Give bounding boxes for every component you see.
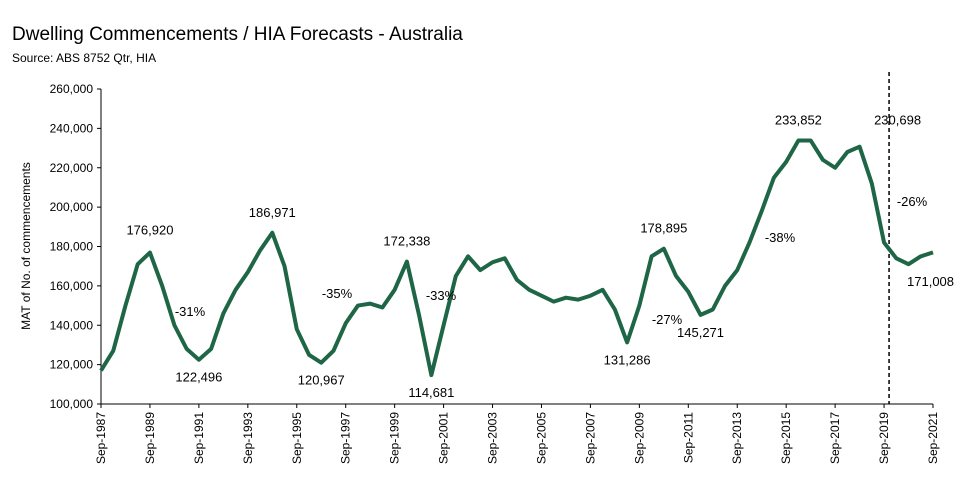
value-label: 230,698 xyxy=(874,113,921,128)
value-label: 131,286 xyxy=(604,352,651,367)
x-tick-label: Sep-2001 xyxy=(437,412,451,464)
y-tick-label: 120,000 xyxy=(50,358,94,372)
x-tick-label: Sep-2003 xyxy=(486,412,500,464)
annotation: -33% xyxy=(426,288,457,303)
annotation: -26% xyxy=(897,194,928,209)
value-label: 120,967 xyxy=(298,373,345,388)
value-label: 233,852 xyxy=(775,112,822,127)
value-label: 178,895 xyxy=(640,221,687,236)
x-tick-label: Sep-2019 xyxy=(877,412,891,464)
x-tick-label: Sep-2015 xyxy=(779,412,793,464)
x-tick-label: Sep-2017 xyxy=(828,412,842,464)
x-tick-label: Sep-1987 xyxy=(94,412,108,464)
x-tick-label: Sep-1995 xyxy=(290,412,304,464)
annotation: -31% xyxy=(175,304,206,319)
x-tick-label: Sep-1993 xyxy=(241,412,255,464)
value-label: 145,271 xyxy=(677,325,724,340)
value-label: 114,681 xyxy=(408,385,454,400)
annotation: -38% xyxy=(765,230,796,245)
value-label: 122,496 xyxy=(175,370,222,385)
value-label: 186,971 xyxy=(249,205,296,220)
x-tick-label: Sep-2005 xyxy=(534,412,548,464)
chart-title: Dwelling Commencements / HIA Forecasts -… xyxy=(12,24,463,45)
x-tick-label: Sep-1997 xyxy=(339,412,353,464)
line xyxy=(99,138,934,378)
x-tick-label: Sep-2007 xyxy=(583,412,597,464)
value-label: 176,920 xyxy=(126,223,173,238)
x-tick-label: Sep-2013 xyxy=(730,412,744,464)
annotation: -27% xyxy=(652,312,683,327)
y-tick-label: 200,000 xyxy=(50,200,94,214)
y-tick-label: 220,000 xyxy=(50,161,94,175)
x-tick-label: Sep-2011 xyxy=(681,412,695,463)
annotation: -35% xyxy=(322,286,353,301)
y-tick-label: 100,000 xyxy=(50,397,94,411)
x-tick-label: Sep-2021 xyxy=(926,412,940,464)
chart-subtitle: Source: ABS 8752 Qtr, HIA xyxy=(12,51,156,65)
y-axis-label: MAT of No. of commencements xyxy=(19,162,33,330)
x-tick-label: Sep-1989 xyxy=(143,412,157,464)
x-tick-label: Sep-1999 xyxy=(388,412,402,464)
y-tick-label: 140,000 xyxy=(50,318,94,332)
value-label: 171,008 xyxy=(907,274,954,289)
y-tick-label: 180,000 xyxy=(50,240,94,254)
x-tick-label: Sep-2009 xyxy=(632,412,646,464)
value-label: 172,338 xyxy=(383,234,430,249)
y-tick-label: 260,000 xyxy=(50,82,94,96)
y-tick-label: 160,000 xyxy=(50,279,94,293)
x-tick-label: Sep-1991 xyxy=(192,412,206,464)
y-tick-label: 240,000 xyxy=(50,121,94,135)
